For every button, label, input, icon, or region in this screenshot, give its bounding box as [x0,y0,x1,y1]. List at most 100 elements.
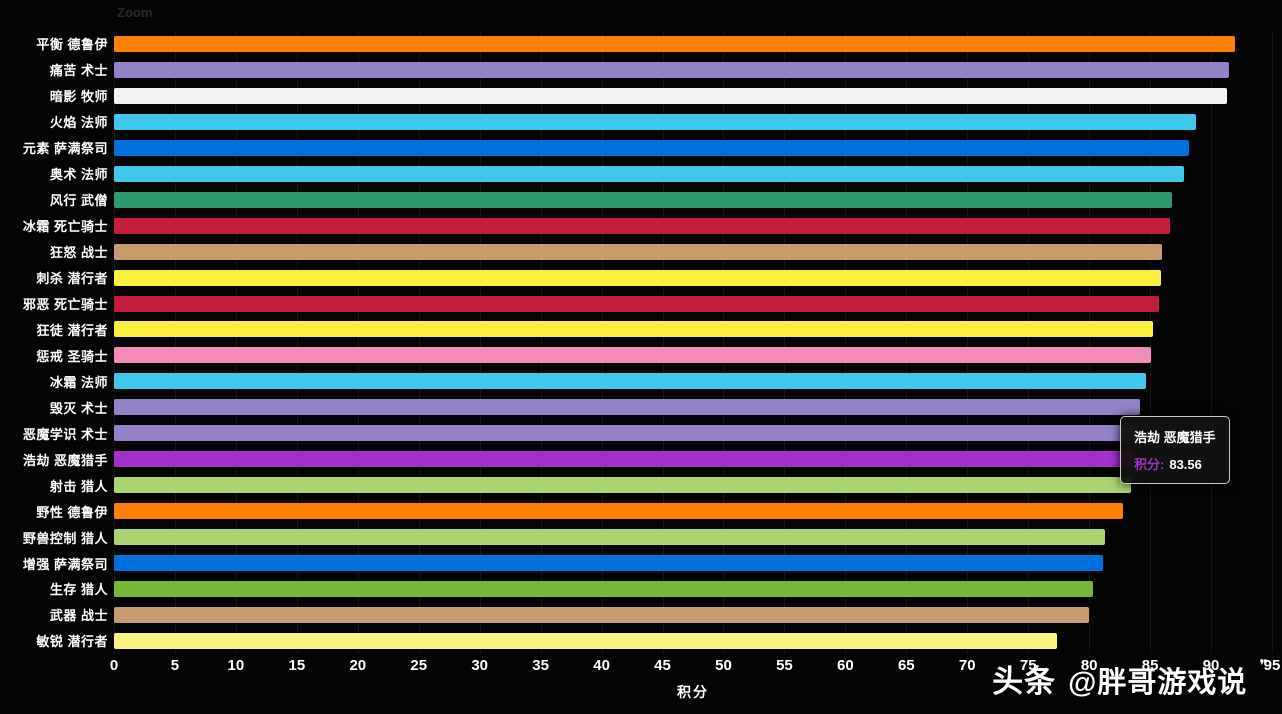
y-axis-label: 元素 萨满祭司 [22,141,108,157]
x-axis-tick: 30 [471,657,489,674]
bar-track [114,291,1272,317]
bar-track [114,628,1272,654]
bar-5[interactable] [114,165,1185,182]
bar-15[interactable] [114,425,1137,442]
bar-track [114,472,1272,498]
bar-track [114,57,1272,83]
bar-20[interactable] [114,555,1103,572]
chart-row: 浩劫 恶魔猎手 [0,446,1272,472]
bar-9[interactable] [114,269,1162,286]
x-axis-tick: 55 [776,657,793,674]
gridline [1028,31,1030,654]
x-axis-tick: 70 [958,657,976,674]
tooltip-title: 浩劫 恶魔猎手 [1134,430,1216,445]
y-axis-label: 毁灭 术士 [49,400,108,416]
bar-track [114,187,1272,213]
y-axis-label: 风行 武僧 [49,193,108,209]
bar-2[interactable] [114,87,1227,104]
x-axis-tick: 50 [715,657,732,674]
chart-row: 刺杀 潜行者 [0,265,1272,291]
bar-11[interactable] [114,321,1153,338]
bar-14[interactable] [114,399,1141,416]
y-axis-label: 冰霜 死亡骑士 [22,219,108,235]
x-axis-tick: 80 [1080,657,1098,674]
chart-row: 元素 萨满祭司 [0,135,1272,161]
x-axis: 0 5 10 15 20 25 30 35 40 45 50 55 60 65 70 75 80 85 90 95 [110,657,1281,677]
gridline [1089,31,1091,654]
tooltip: 浩劫 恶魔猎手 积分: 83.56 [1120,416,1230,484]
bar-13[interactable] [114,373,1147,390]
bar-track [114,109,1272,135]
y-axis-label: 浩劫 恶魔猎手 [22,452,108,468]
bar-3[interactable] [114,113,1197,130]
chart-row: 暗影 牧师 [0,83,1272,109]
chart-row: 冰霜 死亡骑士 [0,213,1272,239]
y-axis-label: 野性 德鲁伊 [36,504,108,520]
bar-track [114,161,1272,187]
bar-10[interactable] [114,295,1159,312]
chart-row: 射击 猎人 [0,472,1272,498]
gridline [540,31,542,654]
watermark: 头条 @胖哥游戏说 ❞ [992,656,1268,701]
y-axis-label: 冰霜 法师 [49,374,108,390]
chart-row: 奥术 法师 [0,161,1272,187]
bar-track [114,265,1272,291]
y-axis-label: 惩戒 圣骑士 [36,348,108,364]
tooltip-key: 积分: [1134,457,1165,472]
bar-0[interactable] [114,35,1236,52]
bar-16[interactable] [114,451,1133,468]
bar-track [114,446,1272,472]
tooltip-value: 83.56 [1169,457,1202,472]
x-axis-tick: 0 [109,657,119,674]
gridline [174,31,176,654]
y-axis-label: 平衡 德鲁伊 [36,37,108,53]
bar-21[interactable] [114,580,1093,597]
bar-6[interactable] [114,191,1173,208]
watermark-handle: @胖哥游戏说 [1068,667,1248,699]
chart-row: 痛苦 术士 [0,57,1272,83]
y-axis-label: 狂徒 潜行者 [36,322,108,338]
gridline [601,31,603,654]
bar-23[interactable] [114,632,1058,649]
bar-22[interactable] [114,606,1090,623]
chart-row: 毁灭 术士 [0,394,1272,420]
bar-17[interactable] [114,477,1131,494]
bar-track [114,368,1272,394]
gridline [1150,31,1152,654]
bar-track [114,498,1272,524]
gridline [418,31,420,654]
bar-track [114,342,1272,368]
y-axis-label: 刺杀 潜行者 [36,271,108,287]
y-axis-label: 敏锐 潜行者 [36,634,108,650]
gridline [357,31,359,654]
bar-19[interactable] [114,529,1105,546]
chart-row: 邪恶 死亡骑士 [0,291,1272,317]
plot-gridlines [114,31,1273,654]
bar-8[interactable] [114,243,1163,260]
bar-1[interactable] [114,61,1230,78]
bar-4[interactable] [114,139,1190,156]
y-axis-label: 痛苦 术士 [49,63,108,79]
y-axis-label: 生存 猎人 [49,582,108,598]
chart-row: 敏锐 潜行者 [0,628,1272,654]
bar-12[interactable] [114,347,1152,364]
x-axis-tick: 90 [1202,657,1220,674]
gridline [967,31,969,654]
x-axis-tick: 10 [227,657,245,674]
zoom-button[interactable]: Zoom [117,5,153,20]
bar-rows: 平衡 德鲁伊 痛苦 术士 暗影 牧师 火焰 法师 元素 萨满祭司 奥术 法师 风行 武僧 冰霜… [0,31,1272,654]
bar-track [114,83,1272,109]
x-axis-tick: 25 [410,657,428,674]
bar-7[interactable] [114,217,1170,234]
chart-row: 冰霜 法师 [0,368,1272,394]
gridline [906,31,908,654]
x-axis-tick: 95 [1263,657,1281,674]
chart-row: 增强 萨满祭司 [0,550,1272,576]
chart-row: 生存 猎人 [0,576,1272,602]
chart-row: 风行 武僧 [0,187,1272,213]
bar-18[interactable] [114,503,1124,520]
chart-row: 恶魔学识 术士 [0,420,1272,446]
bar-track [114,576,1272,602]
bar-track [114,420,1272,446]
gridline [296,31,298,654]
